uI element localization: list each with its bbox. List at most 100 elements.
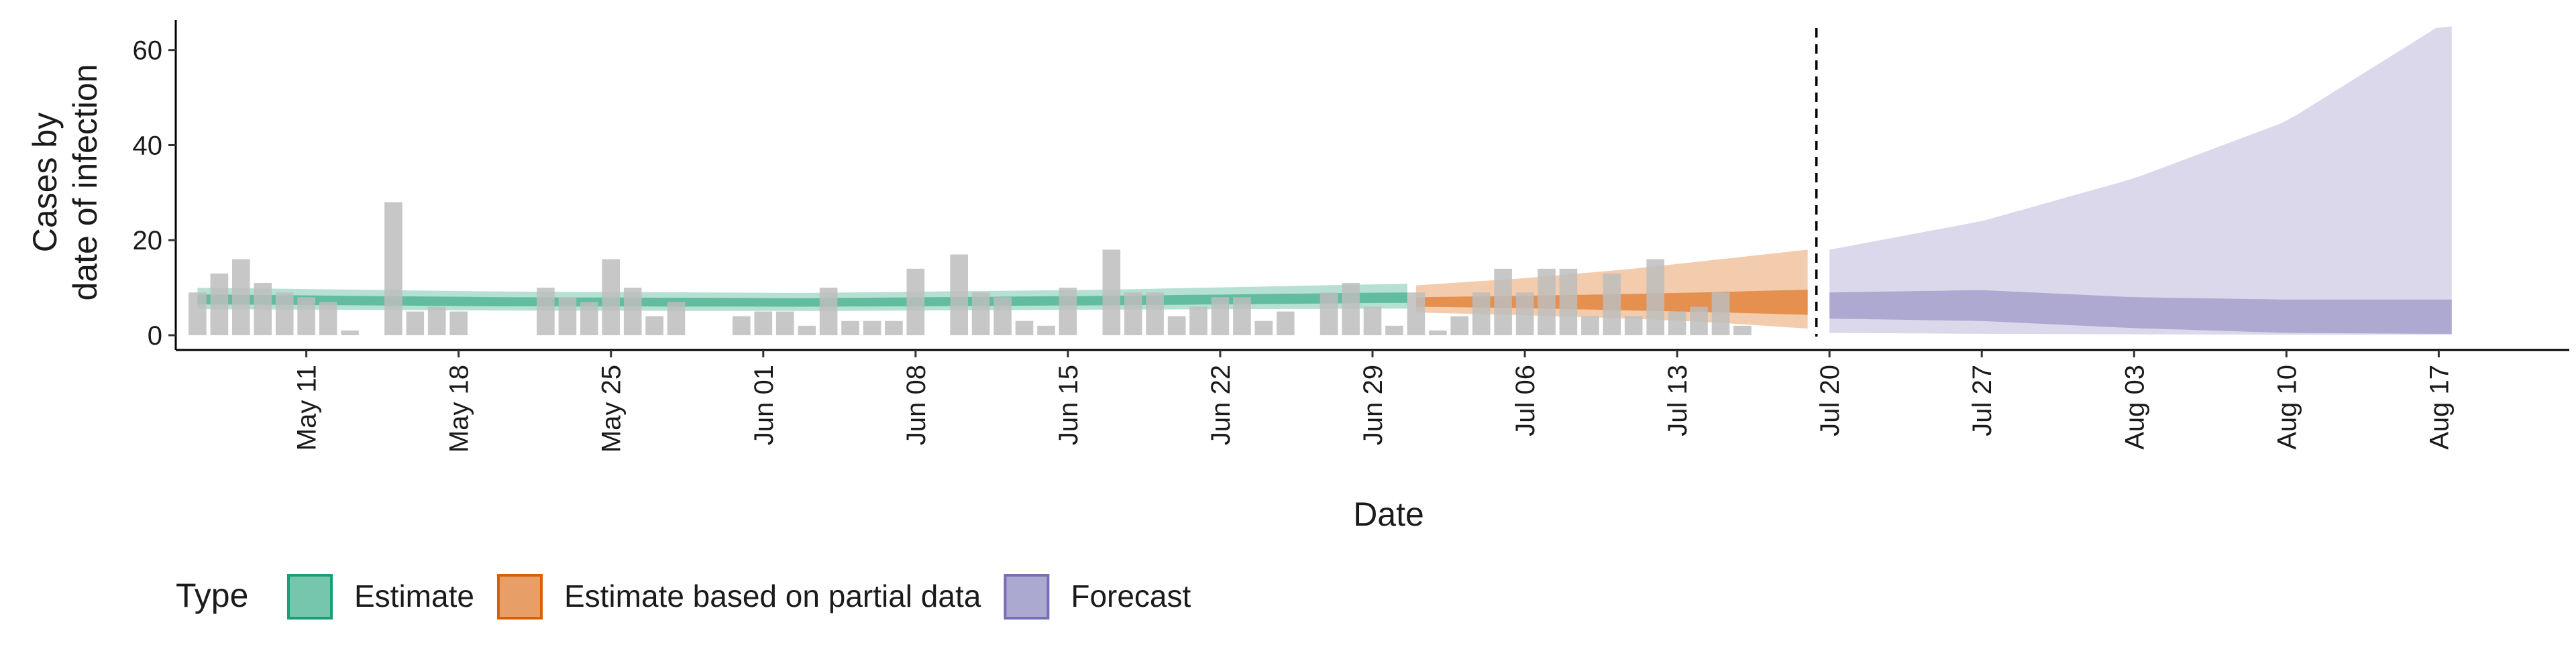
y-tick-label: 20 <box>133 226 163 255</box>
reported-cases-bar <box>1407 292 1426 335</box>
reported-cases-bar <box>667 302 686 335</box>
reported-cases-bar <box>254 283 272 335</box>
legend-label: Forecast <box>1071 579 1191 613</box>
reported-cases-bar <box>1189 306 1208 335</box>
legend-swatch <box>287 574 333 620</box>
reported-cases-bar <box>623 288 642 335</box>
reported-cases-bar <box>1211 297 1230 335</box>
reported-cases-bar <box>1037 325 1055 335</box>
y-tick-label: 0 <box>148 321 162 351</box>
reported-cases-bar <box>754 311 773 335</box>
reported-cases-bar <box>1494 268 1512 335</box>
legend-title: Type <box>176 577 248 614</box>
x-tick-label: Jun 15 <box>1054 365 1083 445</box>
reported-cases-bar <box>1015 320 1034 335</box>
reported-cases-bar <box>1581 316 1599 335</box>
ribbons <box>197 26 2452 335</box>
x-tick-label: Jul 06 <box>1511 365 1540 436</box>
reported-cases-bar <box>1146 292 1164 335</box>
reported-cases-bar <box>275 292 294 335</box>
reported-cases-bar <box>863 320 881 335</box>
reported-cases-bar <box>645 316 663 335</box>
reported-cases-bar <box>1646 259 1664 335</box>
reported-cases-bar <box>1538 268 1556 335</box>
reported-cases-bar <box>189 292 207 335</box>
x-tick-label: Jul 20 <box>1815 365 1845 436</box>
reported-cases-bar <box>798 325 816 335</box>
reported-cases-bar <box>885 320 903 335</box>
reported-cases-bar <box>558 297 577 335</box>
reported-cases-bar <box>427 306 446 335</box>
reported-cases-bars <box>189 202 1752 335</box>
legend-swatch <box>1004 574 1050 620</box>
reported-cases-bar <box>906 268 925 335</box>
x-tick-label: May 11 <box>292 365 322 451</box>
x-tick-label: Jun 08 <box>902 365 931 445</box>
legend-swatch <box>496 574 543 620</box>
x-tick-label: May 18 <box>445 365 474 453</box>
reported-cases-bar <box>1690 306 1708 335</box>
reported-cases-bar <box>1102 249 1121 335</box>
reported-cases-bar <box>1515 292 1534 335</box>
reported-cases-bar <box>950 254 968 335</box>
forecast-ribbon-90 <box>1829 26 2452 335</box>
axes: 0 20 40 60 May 11 May 18 May 25 Jun 01 Jun 08 Jun… <box>26 20 2569 533</box>
reported-cases-bar <box>406 311 425 335</box>
reported-cases-bar <box>1059 288 1077 335</box>
reported-cases-bar <box>994 297 1012 335</box>
reported-cases-bar <box>1668 311 1686 335</box>
x-tick-label: Aug 17 <box>2424 365 2454 450</box>
reported-cases-bar <box>297 297 315 335</box>
reported-cases-bar <box>1254 320 1273 335</box>
y-axis-title-line: date of infection <box>66 64 104 300</box>
x-axis-title: Date <box>1353 495 1424 533</box>
legend-label: Estimate based on partial data <box>564 579 981 613</box>
x-tick-label: Aug 10 <box>2272 365 2302 450</box>
y-tick-label: 60 <box>133 36 163 66</box>
reported-cases-bar <box>210 273 229 335</box>
reported-cases-bar <box>1363 306 1382 335</box>
reported-cases-bar <box>1711 292 1730 335</box>
reported-cases-bar <box>1124 292 1142 335</box>
reported-cases-bar <box>819 288 838 335</box>
y-axis-title: Cases bydate of infection <box>26 64 104 300</box>
x-tick-label: Jul 13 <box>1663 365 1693 436</box>
reported-cases-bar <box>1603 273 1621 335</box>
reported-cases-bar <box>449 311 468 335</box>
reported-cases-bar <box>775 311 794 335</box>
reported-cases-bar <box>1733 325 1752 335</box>
reported-cases-bar <box>1385 325 1403 335</box>
reported-cases-bar <box>971 292 990 335</box>
reported-cases-bar <box>1167 316 1186 335</box>
reported-cases-bar <box>733 316 751 335</box>
reported-cases-bar <box>1233 297 1251 335</box>
x-tick-label: Jul 27 <box>1968 365 1997 436</box>
reported-cases-bar <box>1624 316 1643 335</box>
x-tick-label: Aug 03 <box>2120 365 2149 450</box>
reported-cases-bar <box>341 330 359 335</box>
x-tick-label: Jun 22 <box>1206 365 1236 445</box>
reported-cases-bar <box>841 320 859 335</box>
reported-cases-bar <box>1559 268 1578 335</box>
reported-cases-bar <box>1277 311 1295 335</box>
reported-cases-bar <box>232 259 250 335</box>
reported-cases-bar <box>1450 316 1468 335</box>
reported-cases-bar <box>537 288 555 335</box>
legend-label: Estimate <box>354 579 474 613</box>
reported-cases-bar <box>1342 283 1360 335</box>
x-tick-label: Jun 01 <box>749 365 779 445</box>
reported-cases-bar <box>319 302 337 335</box>
reported-cases-bar <box>384 202 402 335</box>
reported-cases-bar <box>1320 292 1338 335</box>
reported-cases-bar <box>1472 292 1491 335</box>
reported-cases-bar <box>580 302 598 335</box>
legend: Type Estimate Estimate based on partial da… <box>176 574 1191 620</box>
x-tick-label: Jun 29 <box>1358 365 1388 445</box>
reported-cases-bar <box>602 259 620 335</box>
x-tick-label: May 25 <box>597 365 627 453</box>
forecast-ribbon-50 <box>1829 290 2452 334</box>
y-tick-label: 40 <box>133 131 163 160</box>
reported-cases-bar <box>1429 330 1447 335</box>
